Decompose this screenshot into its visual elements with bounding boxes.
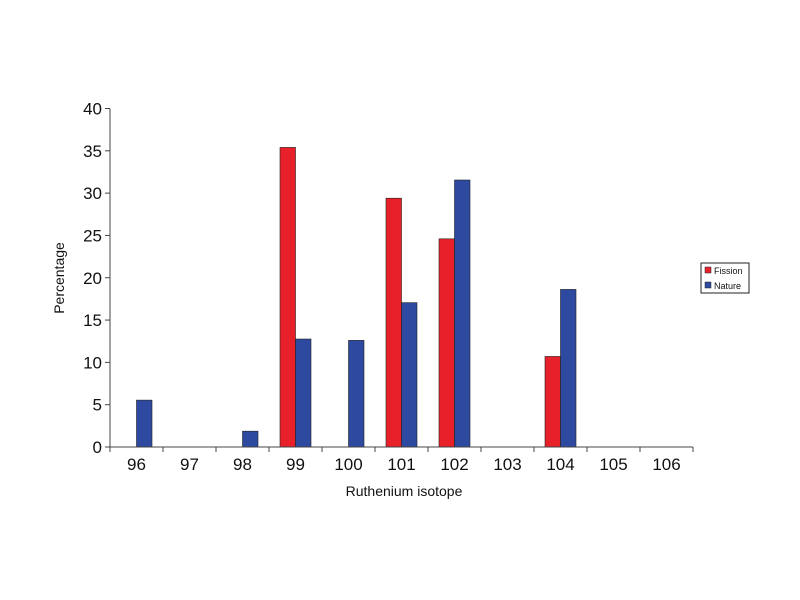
legend-label-nature: Nature bbox=[714, 281, 741, 291]
x-tick-label: 102 bbox=[440, 455, 468, 474]
bar-fission-99 bbox=[279, 147, 296, 448]
bar-fission-101 bbox=[385, 197, 402, 448]
x-tick-label: 103 bbox=[493, 455, 521, 474]
legend-swatch-fission bbox=[704, 266, 712, 274]
x-tick-label: 105 bbox=[599, 455, 627, 474]
y-tick-label: 10 bbox=[83, 353, 102, 372]
x-tick-label: 99 bbox=[286, 455, 305, 474]
bar-fission-104 bbox=[544, 356, 561, 448]
y-tick-label: 35 bbox=[83, 142, 102, 161]
bar-nature-102 bbox=[454, 179, 471, 448]
y-tick-label: 20 bbox=[83, 269, 102, 288]
x-tick-label: 104 bbox=[546, 455, 574, 474]
y-tick-label: 25 bbox=[83, 226, 102, 245]
bar-nature-99 bbox=[295, 338, 312, 448]
bar-nature-96 bbox=[136, 399, 153, 448]
y-tick-label: 0 bbox=[93, 438, 102, 457]
x-tick-label: 100 bbox=[334, 455, 362, 474]
bar-nature-104 bbox=[560, 289, 577, 448]
y-tick-label: 30 bbox=[83, 184, 102, 203]
x-axis-label: Ruthenium isotope bbox=[346, 483, 463, 499]
bar-nature-101 bbox=[401, 302, 418, 448]
y-tick-label: 5 bbox=[93, 396, 102, 415]
x-tick-label: 98 bbox=[233, 455, 252, 474]
y-tick-label: 40 bbox=[83, 100, 102, 119]
bars bbox=[136, 147, 577, 448]
x-tick-label: 106 bbox=[652, 455, 680, 474]
x-tick-label: 101 bbox=[387, 455, 415, 474]
x-tick-label: 96 bbox=[127, 455, 146, 474]
bar-nature-100 bbox=[348, 340, 365, 448]
y-axis-label: Percentage bbox=[51, 242, 67, 314]
y-tick-label: 15 bbox=[83, 311, 102, 330]
bar-fission-102 bbox=[438, 238, 455, 448]
bar-nature-98 bbox=[242, 430, 259, 448]
axes: 0 5 10 15 20 25 30 35 40 96 97 98 99 100 101 102 103 104 1… bbox=[83, 100, 694, 474]
legend: Fission Nature bbox=[700, 262, 750, 294]
legend-label-fission: Fission bbox=[714, 266, 743, 276]
x-tick-label: 97 bbox=[180, 455, 199, 474]
legend-swatch-nature bbox=[704, 281, 712, 289]
